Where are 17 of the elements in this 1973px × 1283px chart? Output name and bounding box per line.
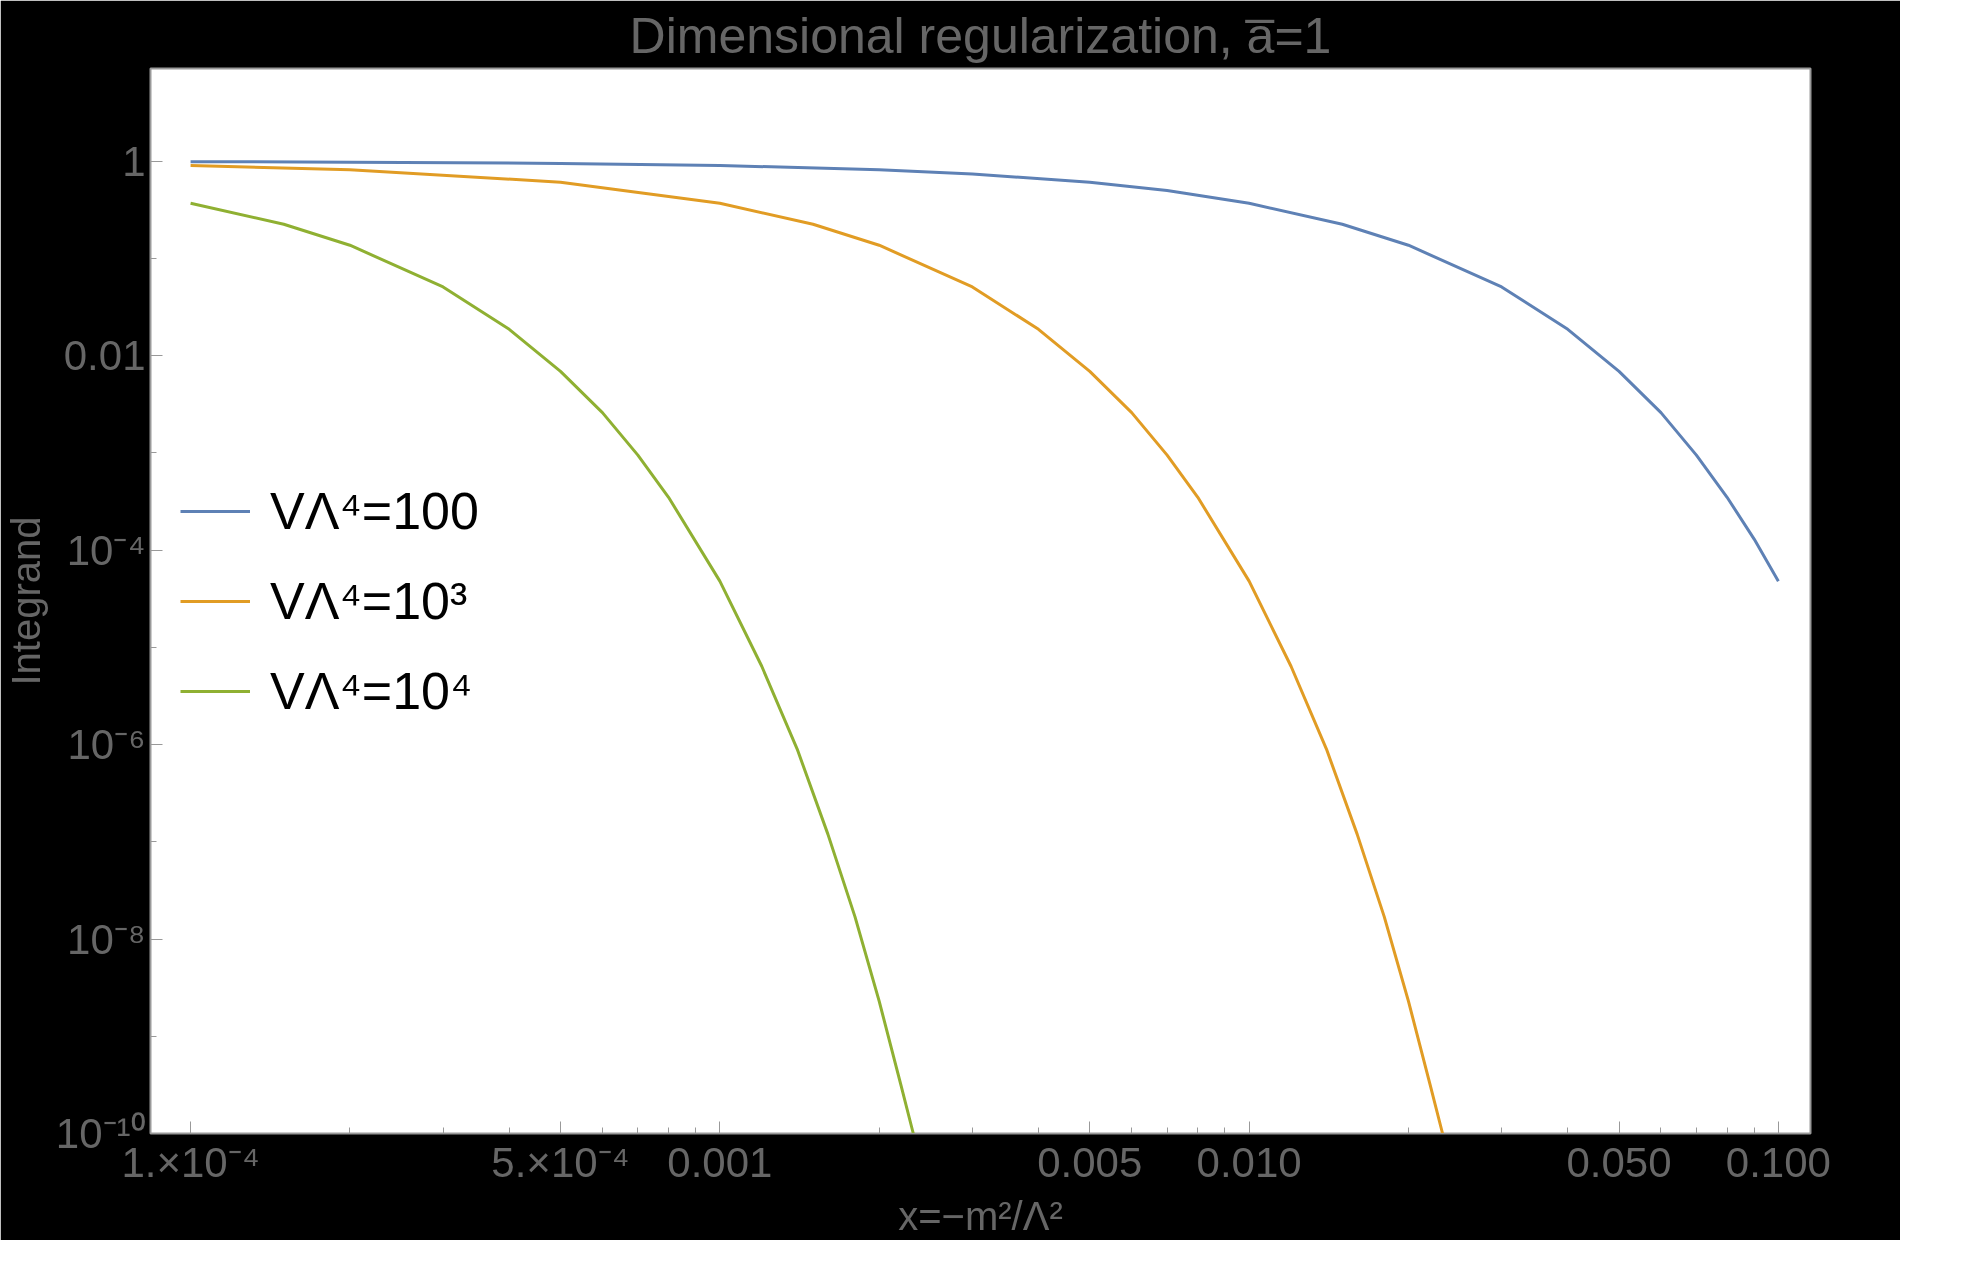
y-tick-label: 0.01 <box>63 332 146 380</box>
legend-label: VΛ⁴=10³ <box>270 570 468 631</box>
legend-label: VΛ⁴=10⁴ <box>270 660 473 721</box>
x-tick-label: 0.100 <box>1725 1138 1831 1186</box>
x-axis-title: x=−m²/Λ² <box>898 1193 1063 1238</box>
y-tick-label: 10⁻⁴ <box>66 526 146 574</box>
legend-label: VΛ⁴=100 <box>270 480 479 541</box>
x-tick-label: 0.050 <box>1566 1138 1672 1186</box>
y-axis-title: Integrand <box>3 516 48 686</box>
x-tick-label: 0.001 <box>667 1138 773 1186</box>
y-tick-label: 1 <box>122 137 146 185</box>
x-tick-label: 5.×10⁻⁴ <box>491 1138 630 1186</box>
y-tick-label: 10⁻⁸ <box>67 915 146 963</box>
x-tick-label: 0.010 <box>1196 1138 1302 1186</box>
x-tick-label: 0.005 <box>1037 1138 1143 1186</box>
y-tick-label: 10⁻⁶ <box>67 721 146 769</box>
chart-title: Dimensional regularization, a̅=1 <box>629 7 1332 64</box>
